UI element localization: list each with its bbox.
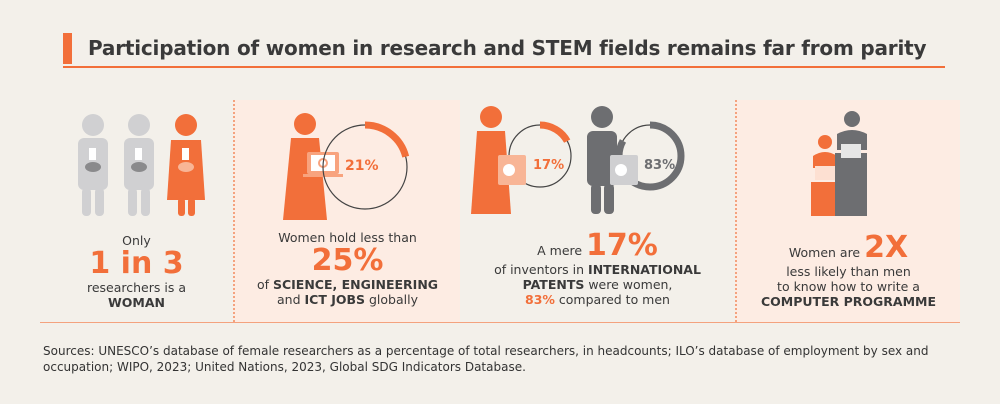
women-hold-text: Women hold less than — [278, 230, 417, 245]
researchers-text: researchers is a — [86, 280, 186, 295]
ict-jobs-text: ICT JOBS — [304, 292, 366, 307]
panel-researchers: Only 1 in 3 researchers is a WOMAN — [40, 100, 233, 322]
page-title: Participation of women in research and S… — [88, 36, 927, 60]
inventors-text: of inventors in — [494, 262, 589, 277]
stat-1-in-3: 1 in 3 — [89, 246, 184, 281]
and-text: and — [277, 292, 305, 307]
title-accent-bar — [63, 33, 72, 64]
ring-17-label: 17% — [533, 158, 565, 173]
compared-text: compared to men — [554, 292, 670, 307]
sources-text: Sources: UNESCO’s database of female res… — [43, 344, 929, 374]
stat-2x: 2X — [864, 230, 909, 265]
title-underline — [63, 66, 945, 68]
science-engineering-text: SCIENCE, ENGINEERING — [272, 277, 439, 292]
researchers-figures-icon — [78, 114, 205, 216]
know-how-text: to know how to write a — [777, 279, 920, 294]
stat-17-percent: 17% — [586, 228, 658, 263]
panel-patents: 17% 83% A mere 17% of inventors in INTER… — [460, 100, 735, 322]
inventors-icon — [471, 106, 685, 214]
of-text: of — [256, 277, 273, 292]
a-mere-text: A mere — [537, 243, 587, 258]
only-text: Only — [122, 233, 151, 248]
international-text: INTERNATIONAL — [588, 262, 701, 277]
panel-stem-jobs: 21% Women hold less than 25% of SCIENCE,… — [233, 100, 460, 322]
woman-laptop-icon — [283, 113, 411, 220]
ring-21-label: 21% — [345, 158, 379, 174]
computer-programme-text: COMPUTER PROGRAMME — [761, 294, 936, 309]
were-women-text: were women, — [584, 277, 673, 292]
ring-21-arc — [319, 121, 411, 213]
woman-text: WOMAN — [108, 295, 165, 310]
ring-17-arc — [505, 121, 575, 191]
programmers-icon — [811, 111, 867, 216]
stat-25-percent: 25% — [311, 243, 384, 278]
ring-83-label: 83% — [644, 158, 676, 173]
globally-text: globally — [365, 292, 418, 307]
patents-text: PATENTS — [522, 277, 585, 292]
less-likely-text: less likely than men — [786, 264, 911, 279]
panel-programming: Women are 2X less likely than men to kno… — [735, 100, 960, 322]
women-are-text: Women are — [788, 245, 865, 260]
divider — [40, 322, 960, 323]
men-83-text: 83% — [525, 292, 555, 307]
